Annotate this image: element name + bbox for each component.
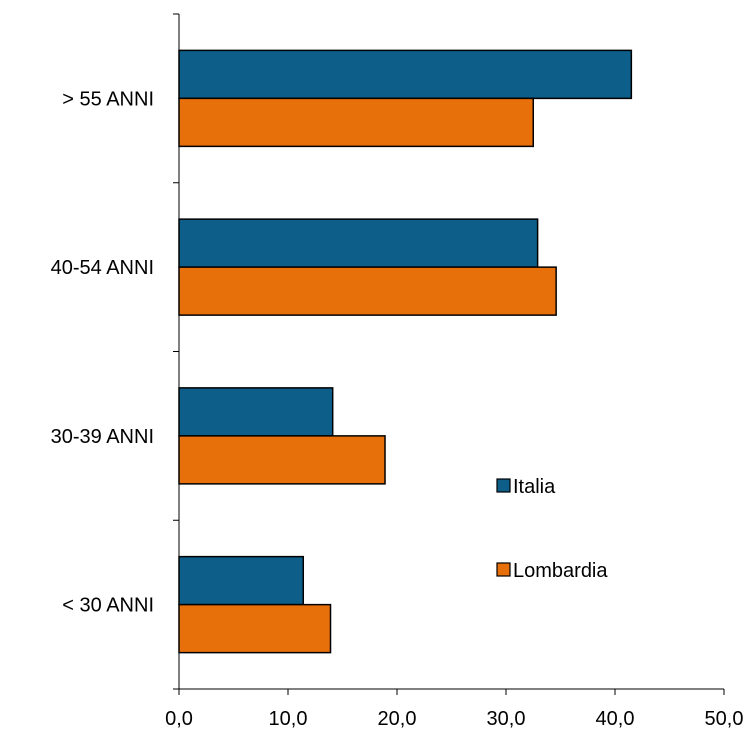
x-tick-label: 50,0 — [705, 708, 744, 730]
legend-label-lombardia: Lombardia — [513, 560, 608, 582]
bar-lombardia-2 — [178, 266, 557, 316]
x-tick-label: 10,0 — [269, 708, 308, 730]
legend-swatch-italia — [496, 478, 511, 493]
bar-italia-1 — [178, 387, 334, 437]
axis-labels: < 30 ANNI 30-39 ANNI 40-54 ANNI > 55 ANNI 0,… — [51, 88, 744, 730]
legend: Italia Lombardia — [496, 476, 608, 582]
bar-lombardia-0 — [178, 603, 332, 654]
x-tick-label: 40,0 — [596, 708, 635, 730]
x-tick-label: 30,0 — [487, 708, 526, 730]
bar-italia-2 — [178, 218, 539, 268]
legend-label-italia: Italia — [513, 476, 556, 498]
x-tick-label: 0,0 — [165, 708, 193, 730]
x-tick-label: 20,0 — [378, 708, 417, 730]
bar-lombardia-1 — [178, 435, 386, 485]
bar-lombardia-3 — [178, 97, 534, 148]
category-label: > 55 ANNI — [62, 88, 154, 110]
category-label: 40-54 ANNI — [51, 257, 154, 279]
legend-swatch-lombardia — [496, 562, 511, 577]
category-label: 30-39 ANNI — [51, 426, 154, 448]
bars — [178, 49, 633, 654]
bar-italia-0 — [178, 555, 305, 606]
category-label: < 30 ANNI — [62, 595, 154, 617]
bar-italia-3 — [178, 49, 633, 100]
